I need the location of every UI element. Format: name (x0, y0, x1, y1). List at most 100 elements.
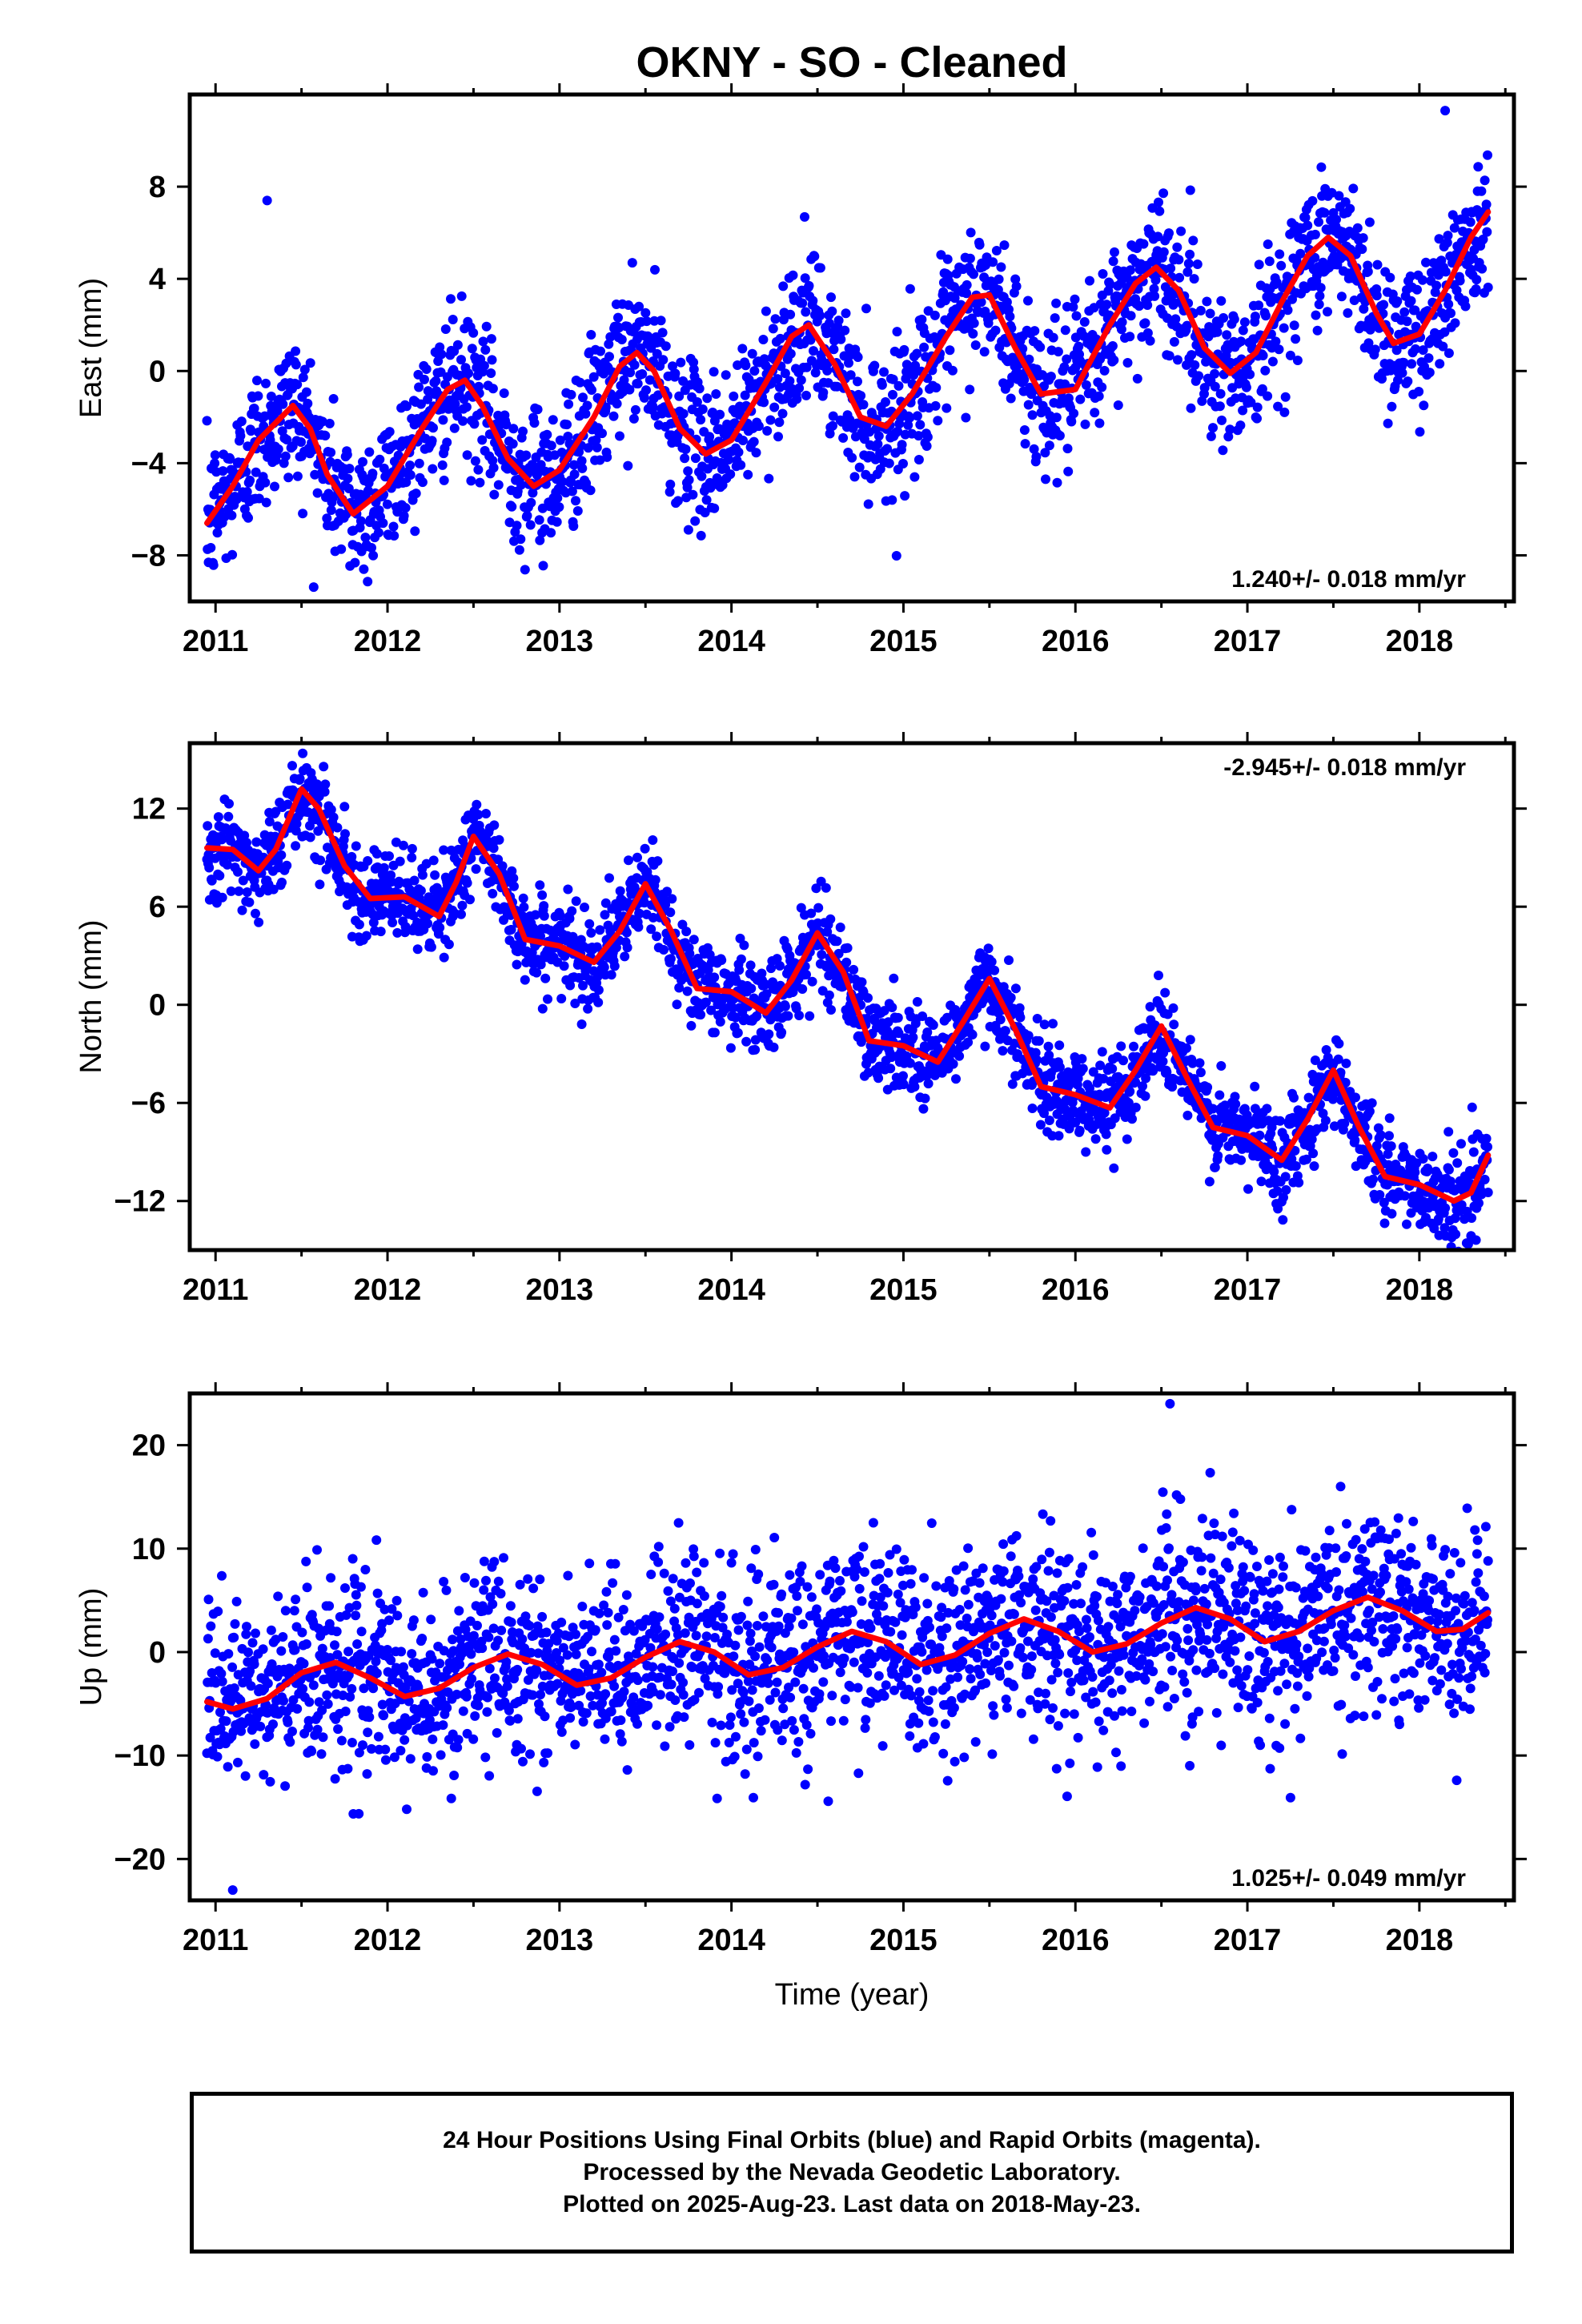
data-point (1215, 1090, 1225, 1100)
data-point (753, 421, 764, 432)
data-point (809, 346, 818, 356)
data-point (1162, 1009, 1173, 1019)
data-point (1075, 394, 1086, 404)
data-point (572, 506, 583, 516)
data-point (539, 901, 549, 911)
data-point (1122, 1134, 1132, 1144)
data-point (575, 377, 585, 388)
data-point (1483, 150, 1492, 160)
data-point (1418, 345, 1428, 356)
data-point (529, 418, 540, 428)
data-point (1138, 239, 1149, 249)
data-point (1319, 207, 1330, 218)
data-point (705, 950, 715, 960)
data-point (1424, 368, 1435, 378)
data-point (1031, 452, 1042, 462)
data-point (1331, 215, 1341, 225)
data-points-north (202, 748, 1493, 1250)
x-tick-label: 2016 (1042, 1273, 1110, 1307)
data-point (862, 1013, 873, 1023)
data-point (307, 1746, 317, 1756)
x-tick-label: 2011 (183, 625, 248, 658)
data-point (430, 870, 440, 880)
data-point (913, 455, 924, 464)
data-point (788, 270, 798, 280)
data-point (644, 375, 655, 385)
data-point (231, 1596, 242, 1606)
data-point (368, 550, 379, 561)
data-point (969, 269, 978, 279)
data-point (805, 335, 816, 345)
data-point (639, 898, 649, 908)
data-point (1127, 1114, 1137, 1124)
data-point (358, 456, 367, 467)
data-point (1291, 1161, 1301, 1171)
data-point (1005, 312, 1015, 322)
x-tick-label: 2018 (1386, 625, 1454, 658)
data-point (838, 432, 849, 443)
data-point (398, 840, 408, 850)
data-point (668, 361, 677, 372)
data-point (1185, 249, 1195, 259)
data-point (261, 378, 271, 388)
data-point (796, 903, 806, 913)
data-point (988, 257, 998, 267)
data-point (1101, 1129, 1111, 1140)
data-point (785, 376, 795, 386)
data-point (1099, 1108, 1110, 1118)
data-point (266, 1625, 276, 1635)
data-point (1254, 259, 1264, 270)
data-point (1081, 380, 1091, 390)
data-point (674, 983, 685, 993)
data-point (815, 263, 825, 273)
data-point (409, 875, 420, 886)
data-point (1263, 391, 1273, 401)
data-point (832, 936, 842, 947)
data-point (764, 473, 774, 484)
data-point (1154, 971, 1163, 980)
data-point (555, 435, 565, 445)
data-point (1070, 1117, 1081, 1128)
data-point (919, 342, 930, 352)
data-point (800, 273, 810, 283)
data-point (701, 495, 712, 505)
data-point (543, 994, 552, 1004)
panel-up: 2011 2012 2013 2014 2015 2016 2017 2018−20−1001… (74, 1382, 1527, 2012)
data-point (263, 447, 274, 457)
data-point (765, 415, 776, 425)
data-point (312, 1724, 323, 1735)
data-point (1393, 375, 1403, 385)
data-point (1236, 1155, 1247, 1165)
data-point (801, 307, 811, 317)
data-point (213, 812, 223, 822)
data-point (488, 456, 498, 466)
data-point (1147, 203, 1158, 213)
data-point (1238, 325, 1248, 336)
data-point (261, 497, 271, 508)
data-point (1105, 279, 1115, 290)
data-point (1439, 327, 1450, 337)
data-point (600, 402, 611, 412)
data-point (400, 608, 409, 617)
data-point (407, 852, 417, 862)
data-point (840, 325, 850, 336)
data-point (1079, 317, 1090, 327)
data-point (928, 1020, 938, 1030)
data-point (652, 931, 662, 942)
data-point (856, 391, 866, 401)
data-point (1182, 1110, 1193, 1120)
data-point (236, 416, 247, 427)
data-point (602, 452, 612, 462)
data-point (733, 1027, 743, 1038)
data-point (477, 435, 488, 445)
data-point (1220, 1100, 1231, 1111)
data-point (326, 448, 336, 457)
data-point (680, 453, 690, 464)
data-point (715, 409, 725, 420)
data-point (280, 1781, 291, 1791)
data-point (1439, 1223, 1450, 1233)
data-point (912, 411, 922, 421)
data-point (1186, 350, 1197, 360)
data-point (751, 448, 761, 458)
data-point (506, 924, 516, 935)
